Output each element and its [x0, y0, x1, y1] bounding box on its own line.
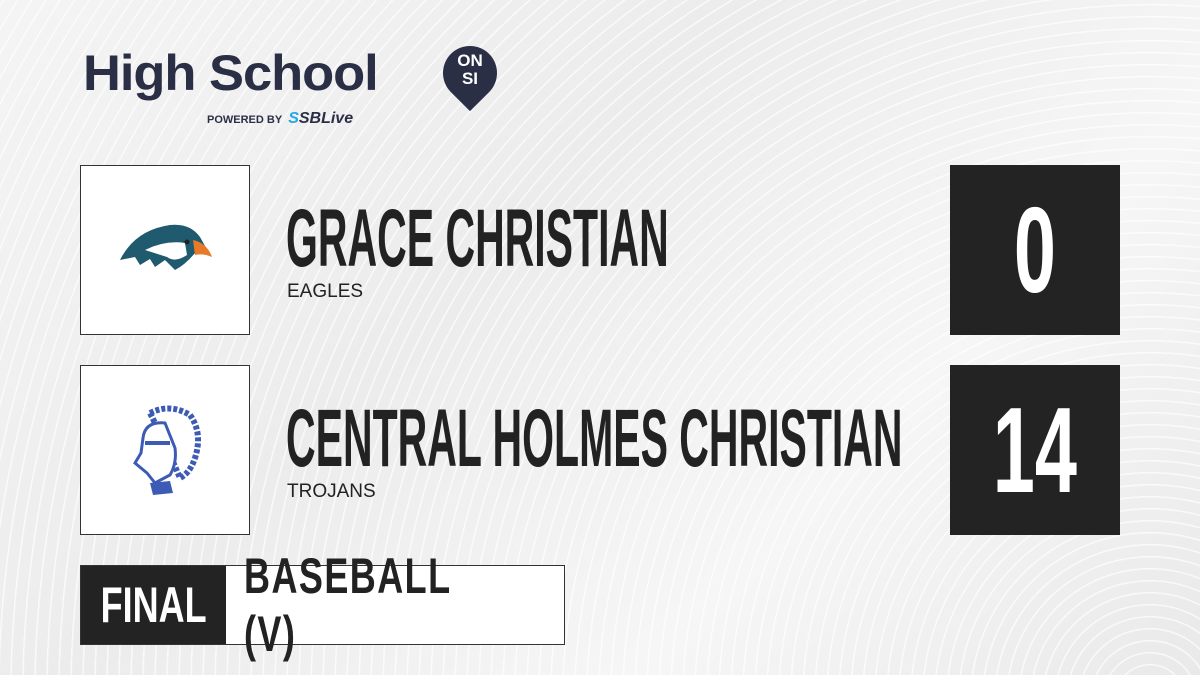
- final-label: FINAL: [81, 566, 226, 644]
- sport-label: BASEBALL (V): [244, 548, 451, 662]
- team-score: 0: [950, 165, 1120, 335]
- brand-title: High School: [83, 45, 379, 101]
- trojan-logo-icon: [133, 405, 202, 495]
- brand-logo: High School ON SI POWERED BY SSBLive: [83, 34, 509, 127]
- team-logo-eagle: [80, 165, 250, 335]
- team-logo-trojan: [80, 365, 250, 535]
- team-mascot: EAGLES: [287, 281, 364, 302]
- team-mascot: TROJANS: [287, 481, 376, 502]
- team-name: GRACE CHRISTIAN: [286, 193, 669, 284]
- team-name: CENTRAL HOLMES CHRISTIAN: [286, 393, 903, 484]
- game-status-bar: FINAL BASEBALL (V): [80, 548, 565, 662]
- eagle-logo-icon: [120, 224, 212, 270]
- on-si-badge: ON SI: [457, 51, 483, 88]
- powered-by: POWERED BY SSBLive: [207, 110, 354, 127]
- sblive-logo: SSBLive: [288, 110, 354, 127]
- team-score: 14: [950, 365, 1120, 535]
